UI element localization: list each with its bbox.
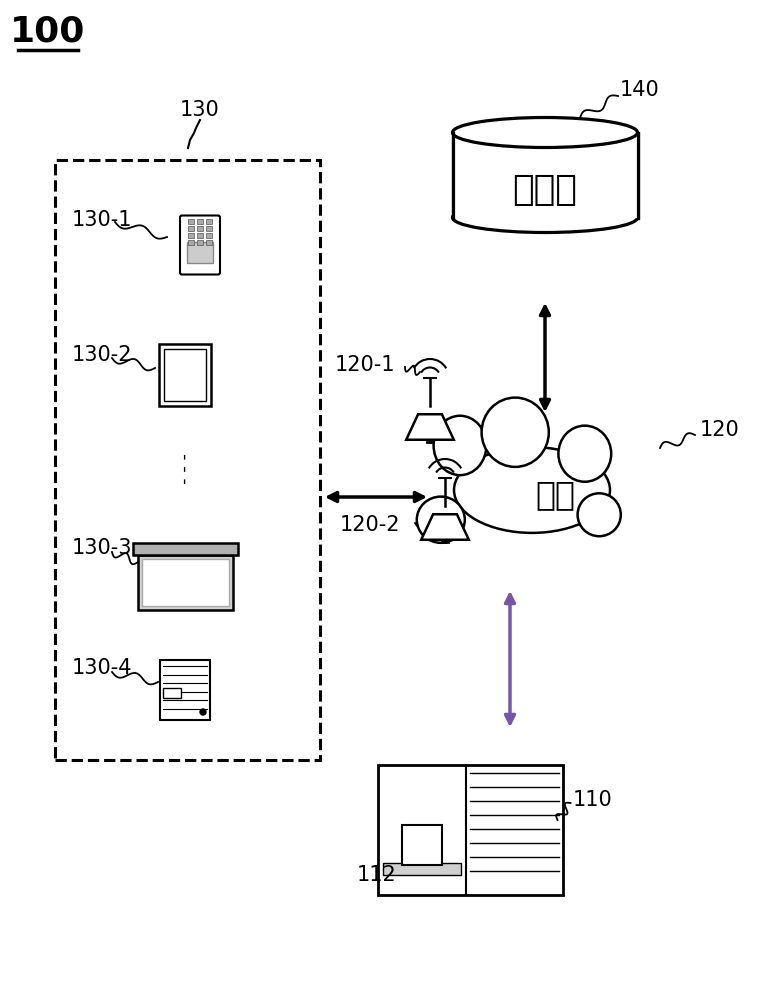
Circle shape <box>200 709 206 715</box>
Ellipse shape <box>559 426 611 482</box>
Text: - - -: - - - <box>176 452 194 484</box>
Text: 130: 130 <box>180 100 220 120</box>
Bar <box>187 242 213 263</box>
Bar <box>377 765 562 895</box>
Bar <box>163 688 181 698</box>
Bar <box>197 233 203 238</box>
Bar <box>197 219 203 224</box>
Text: 网络: 网络 <box>535 479 575 512</box>
Bar <box>160 660 210 720</box>
Text: 120: 120 <box>700 420 740 440</box>
Ellipse shape <box>453 202 638 232</box>
FancyBboxPatch shape <box>180 216 220 274</box>
Bar <box>137 554 232 609</box>
Bar <box>159 344 211 406</box>
Bar <box>383 863 461 875</box>
Bar <box>164 349 206 401</box>
Text: 120-2: 120-2 <box>340 515 401 535</box>
Text: 112: 112 <box>357 865 397 885</box>
Bar <box>55 160 320 760</box>
Bar <box>453 133 636 218</box>
Text: 数据库: 数据库 <box>513 173 578 207</box>
Bar <box>402 825 442 865</box>
Bar <box>197 240 203 245</box>
Polygon shape <box>421 514 469 540</box>
Text: 100: 100 <box>11 15 85 49</box>
Ellipse shape <box>454 447 610 533</box>
Ellipse shape <box>578 493 621 536</box>
Text: 130-3: 130-3 <box>72 538 133 558</box>
Ellipse shape <box>453 117 638 147</box>
Bar <box>206 240 212 245</box>
Bar <box>206 226 212 231</box>
Ellipse shape <box>417 497 465 543</box>
Bar <box>206 233 212 238</box>
Bar <box>188 233 194 238</box>
Bar <box>453 132 638 218</box>
Text: 130-4: 130-4 <box>72 658 133 678</box>
Ellipse shape <box>482 398 549 467</box>
Bar <box>188 240 194 245</box>
Text: 130-1: 130-1 <box>72 210 133 230</box>
Ellipse shape <box>434 416 486 475</box>
Bar <box>133 542 238 554</box>
Bar <box>197 226 203 231</box>
Text: 140: 140 <box>620 80 660 100</box>
Text: 130-2: 130-2 <box>72 345 133 365</box>
Text: 120-1: 120-1 <box>335 355 395 375</box>
Bar <box>188 219 194 224</box>
Bar <box>206 219 212 224</box>
Bar <box>188 226 194 231</box>
Text: 110: 110 <box>572 790 612 810</box>
Bar <box>142 558 229 605</box>
Polygon shape <box>406 414 454 440</box>
